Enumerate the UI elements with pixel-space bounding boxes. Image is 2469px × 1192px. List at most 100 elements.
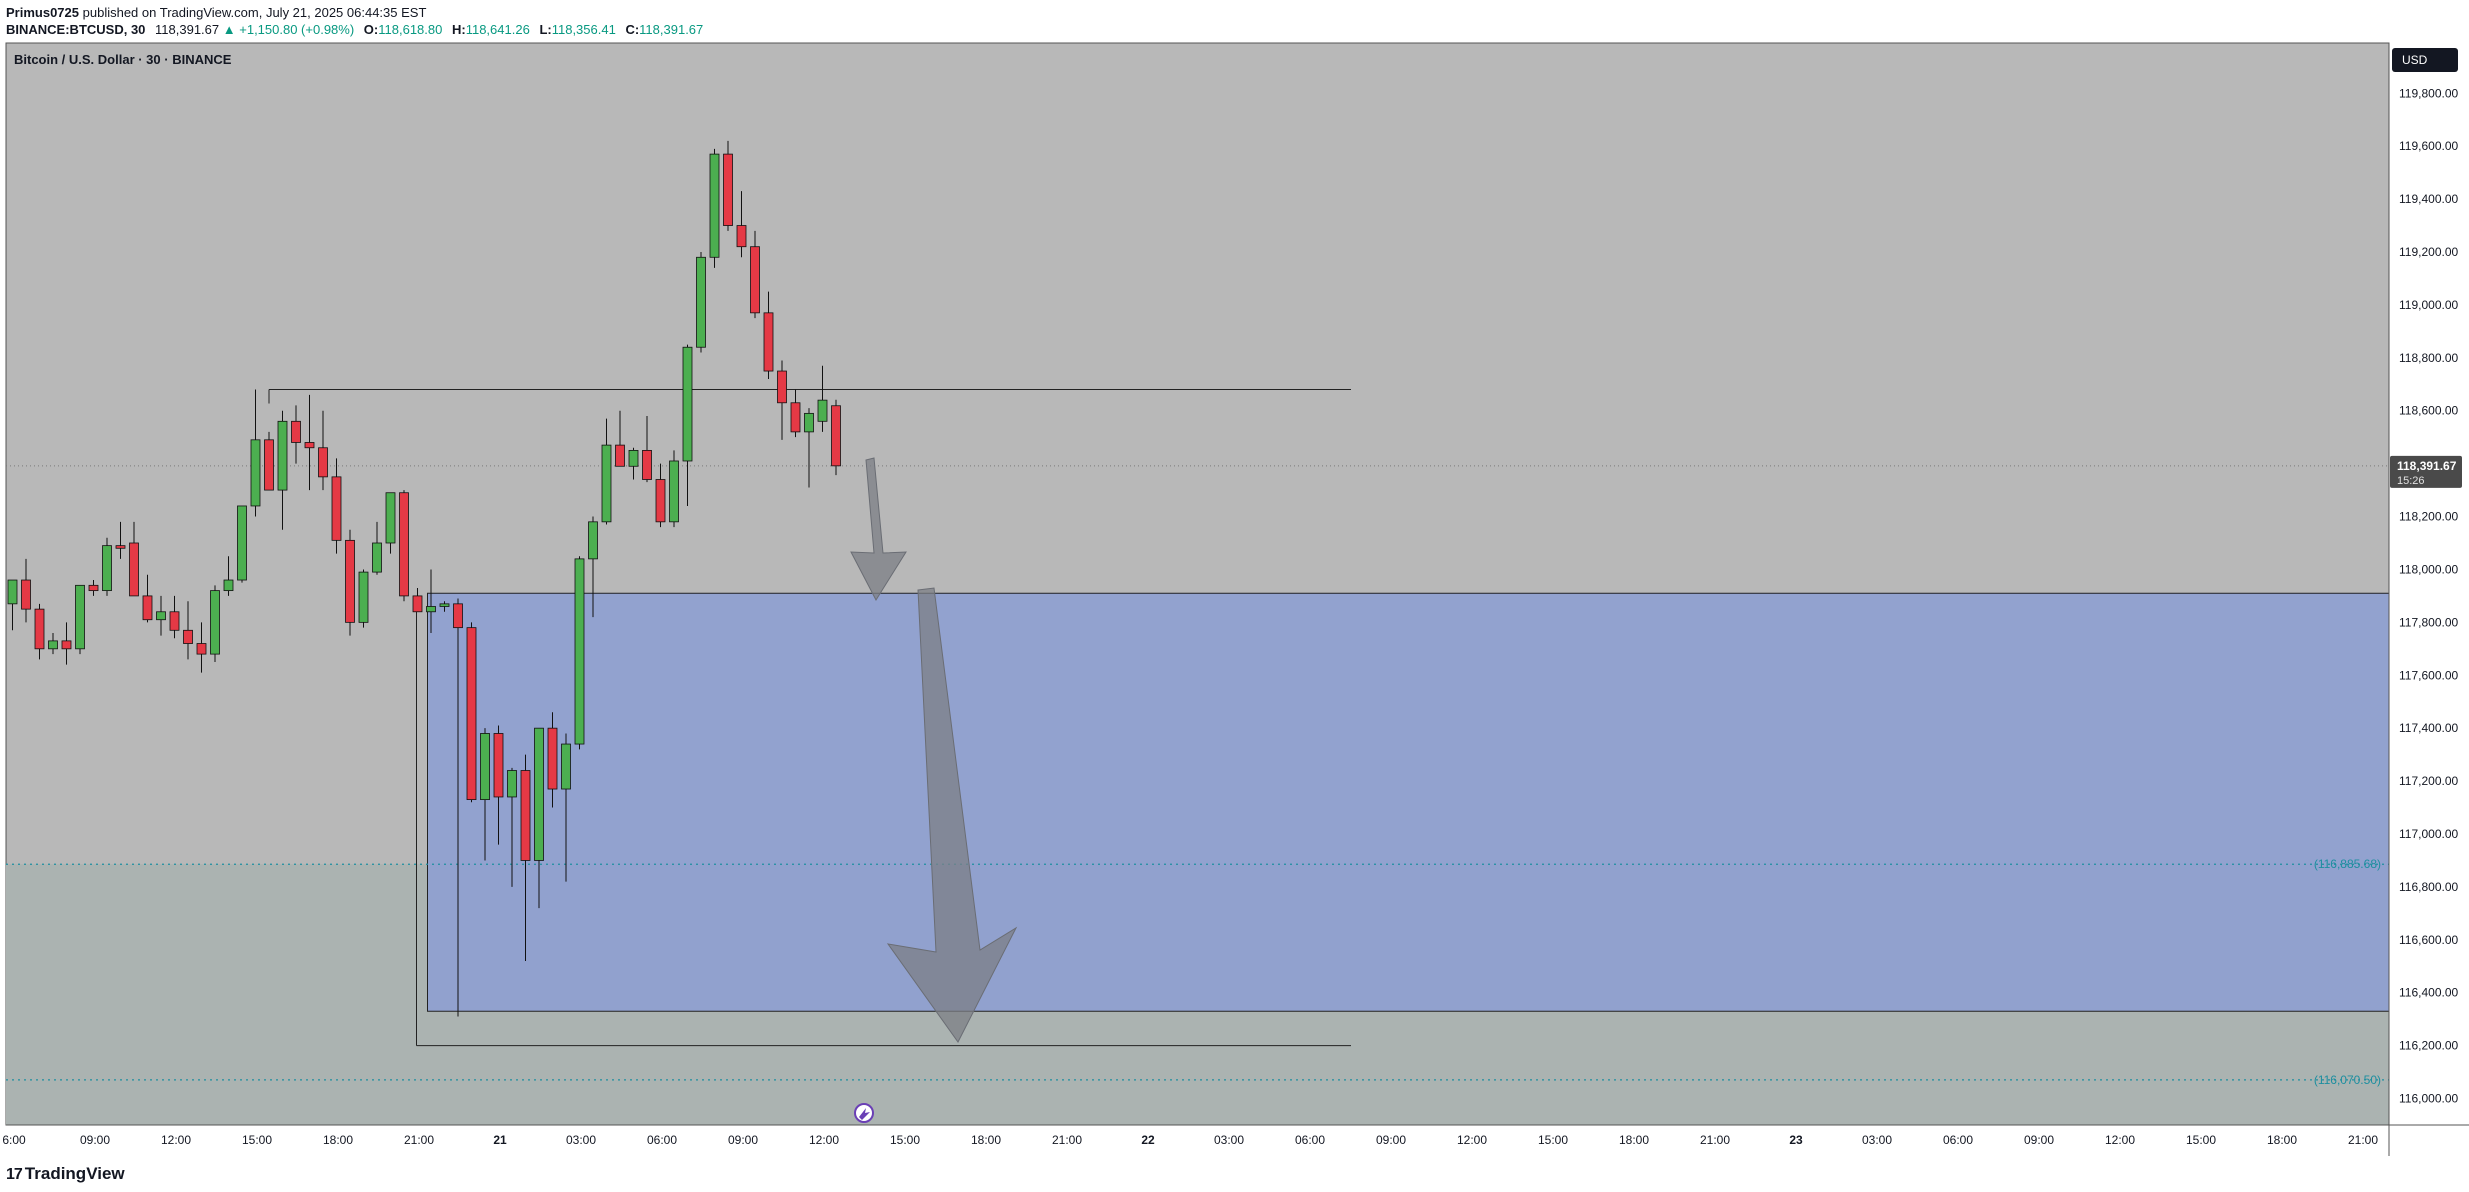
x-tick-label: 21:00 xyxy=(1052,1133,1082,1147)
y-tick-label: 118,200.00 xyxy=(2399,510,2458,524)
candle xyxy=(358,569,369,628)
candle-body xyxy=(682,346,693,462)
candle-body xyxy=(115,545,126,549)
candle xyxy=(183,601,193,660)
candle-body xyxy=(534,727,544,861)
price-chart[interactable]: (116,885.68) (116,070.50) 116,000.00 116,20… xyxy=(0,0,2469,1156)
candle-body xyxy=(790,402,801,433)
candle-body xyxy=(817,399,828,422)
candle-body xyxy=(777,370,787,404)
y-tick-label: 119,800.00 xyxy=(2399,86,2458,100)
change-value: ▲ +1,150.80 (+0.98%) xyxy=(222,22,355,37)
x-tick-label: 15:00 xyxy=(242,1133,272,1147)
candle-body xyxy=(601,444,612,523)
publish-text: published on TradingView.com, July 21, 2… xyxy=(82,5,427,20)
y-tick-label: 117,600.00 xyxy=(2399,668,2458,682)
candle-body xyxy=(547,727,558,790)
x-tick-label: 12:00 xyxy=(2105,1133,2135,1147)
candle xyxy=(453,598,463,1017)
candle-body xyxy=(507,770,517,798)
candle-body xyxy=(804,412,814,433)
candle-body xyxy=(669,460,679,523)
candle xyxy=(736,191,747,258)
demand-zone xyxy=(427,592,2390,1012)
candle-body xyxy=(277,420,288,491)
price-axis-bg xyxy=(2389,43,2469,1125)
candle xyxy=(237,505,247,583)
tradingview-mark-icon: 17 xyxy=(6,1166,23,1183)
level-label-1: (116,070.50) xyxy=(2314,1073,2381,1087)
candle xyxy=(655,463,666,528)
x-tick-label: 06:00 xyxy=(1295,1133,1325,1147)
candle xyxy=(61,622,72,665)
x-tick-label: 18:00 xyxy=(2267,1133,2297,1147)
close-value: 118,391.67 xyxy=(639,22,704,37)
candle xyxy=(628,447,639,480)
y-tick-label: 117,800.00 xyxy=(2399,615,2458,629)
x-tick-label: 15:00 xyxy=(890,1133,920,1147)
candle-body xyxy=(358,571,369,623)
candle xyxy=(210,585,220,663)
candle-body xyxy=(61,640,72,650)
footer: 17 TradingView xyxy=(0,1156,2469,1192)
candle-body xyxy=(696,256,706,348)
x-tick-label: 09:00 xyxy=(1376,1133,1406,1147)
candle xyxy=(399,490,409,602)
candle-body xyxy=(142,595,153,621)
candle-body xyxy=(318,447,328,478)
candle xyxy=(115,521,126,559)
candle-body xyxy=(723,153,733,226)
candle-body xyxy=(196,643,207,655)
candle xyxy=(601,418,612,525)
candle-body xyxy=(237,505,247,581)
x-tick-label: 22 xyxy=(1141,1133,1155,1147)
badge-price: 118,391.67 xyxy=(2397,459,2457,473)
candle-body xyxy=(426,606,436,613)
open-value: 118,618.80 xyxy=(378,22,443,37)
ohlc-legend: BINANCE:BTCUSD, 30 118,391.67 ▲ +1,150.8… xyxy=(6,22,703,37)
x-tick-label: 18:00 xyxy=(1619,1133,1649,1147)
x-tick-label: 15:00 xyxy=(1538,1133,1568,1147)
small-arrow xyxy=(850,457,907,602)
x-tick-label: 21:00 xyxy=(1700,1133,1730,1147)
x-tick-label: 21 xyxy=(493,1133,507,1147)
candle xyxy=(48,632,58,655)
candle xyxy=(507,767,517,887)
candle-body xyxy=(412,595,423,613)
badge-bg xyxy=(2390,455,2462,488)
candle-body xyxy=(88,584,99,592)
candle xyxy=(21,558,31,623)
author-name[interactable]: Primus0725 xyxy=(6,5,79,20)
y-tick-label: 117,200.00 xyxy=(2399,774,2458,788)
publish-info: Primus0725 published on TradingView.com,… xyxy=(6,5,426,20)
candle-body xyxy=(250,439,261,507)
candle xyxy=(372,521,382,575)
candle xyxy=(480,728,490,861)
x-tick-label: 06:00 xyxy=(647,1133,677,1147)
candle-body xyxy=(615,444,625,467)
candle xyxy=(426,569,436,633)
candle xyxy=(574,556,585,750)
candle-body xyxy=(399,492,409,597)
symbol-label: BINANCE:BTCUSD, 30 xyxy=(6,22,146,37)
x-tick-label: 12:00 xyxy=(1457,1133,1487,1147)
badge-countdown: 15:26 xyxy=(2397,475,2425,487)
candle xyxy=(561,733,571,882)
close-label: C: xyxy=(625,22,640,37)
candle-body xyxy=(642,450,652,480)
y-tick-label: 117,400.00 xyxy=(2399,721,2458,735)
currency-button[interactable]: USD xyxy=(2392,48,2458,72)
candle xyxy=(291,405,301,464)
candle xyxy=(331,458,342,554)
candle-body xyxy=(493,733,504,798)
tradingview-logo[interactable]: 17 TradingView xyxy=(6,1164,125,1184)
candle xyxy=(318,410,328,491)
x-tick-label: 12:00 xyxy=(809,1133,839,1147)
candle-body xyxy=(372,542,382,573)
x-tick-label: 23 xyxy=(1789,1133,1803,1147)
x-tick-label: 18:00 xyxy=(971,1133,1001,1147)
x-tick-label: 21:00 xyxy=(404,1133,434,1147)
candle xyxy=(439,601,450,612)
y-tick-label: 117,000.00 xyxy=(2399,827,2458,841)
candle xyxy=(345,529,355,636)
